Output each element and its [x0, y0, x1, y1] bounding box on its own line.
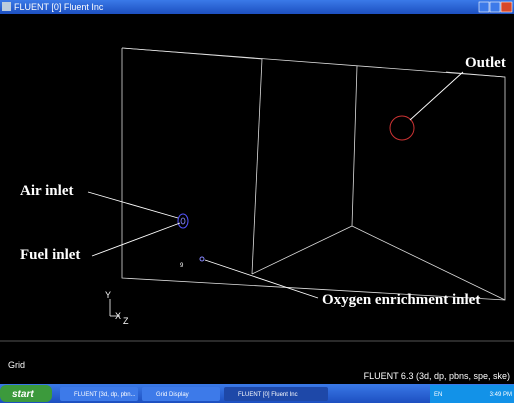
- clock: 3:49 PM: [490, 392, 512, 398]
- taskbar-item[interactable]: [60, 387, 138, 401]
- fuel-inlet-label: Fuel inlet: [20, 247, 80, 263]
- axis-triad: [109, 299, 120, 317]
- taskbar-item[interactable]: [224, 387, 328, 401]
- outlet-boundary: [389, 115, 415, 141]
- air-inlet-label: Air inlet: [20, 183, 73, 199]
- start-label: start: [12, 389, 34, 400]
- taskbar-item-label: FLUENT [3d, dp, pbn...: [74, 392, 136, 398]
- grid-wireframe: [121, 47, 506, 301]
- start-button[interactable]: [0, 385, 52, 402]
- leader-lines: [87, 71, 464, 299]
- maximize-button[interactable]: [489, 1, 501, 13]
- axis-z-label: Z: [123, 316, 129, 326]
- axis-x-label: X: [115, 311, 121, 321]
- system-tray: [430, 385, 514, 403]
- oxygen-inlet-boundary: [199, 256, 205, 262]
- axis-y-label: Y: [105, 290, 111, 300]
- status-left: Grid: [8, 360, 25, 370]
- minimize-button[interactable]: [478, 1, 490, 13]
- viewport: [0, 14, 514, 341]
- status-panel: [0, 342, 514, 384]
- close-button[interactable]: [500, 1, 513, 13]
- air-inlet-boundary: [177, 213, 189, 229]
- window-title: FLUENT [0] Fluent Inc: [14, 2, 104, 12]
- status-right: FLUENT 6.3 (3d, dp, pbns, spe, ske): [364, 371, 510, 381]
- taskbar-item-label: Grid Display: [156, 392, 189, 398]
- title-bar: [0, 0, 514, 14]
- fuel-inlet-boundary: [180, 217, 186, 225]
- oxygen-inlet-label: Oxygen enrichment inlet: [322, 292, 480, 308]
- app-icon: [2, 2, 11, 11]
- outlet-label: Outlet: [465, 55, 506, 71]
- taskbar-item[interactable]: [142, 387, 220, 401]
- marker-label: 9: [180, 263, 184, 269]
- taskbar-item-label: FLUENT [0] Fluent Inc: [238, 392, 298, 398]
- language-indicator: EN: [434, 392, 442, 398]
